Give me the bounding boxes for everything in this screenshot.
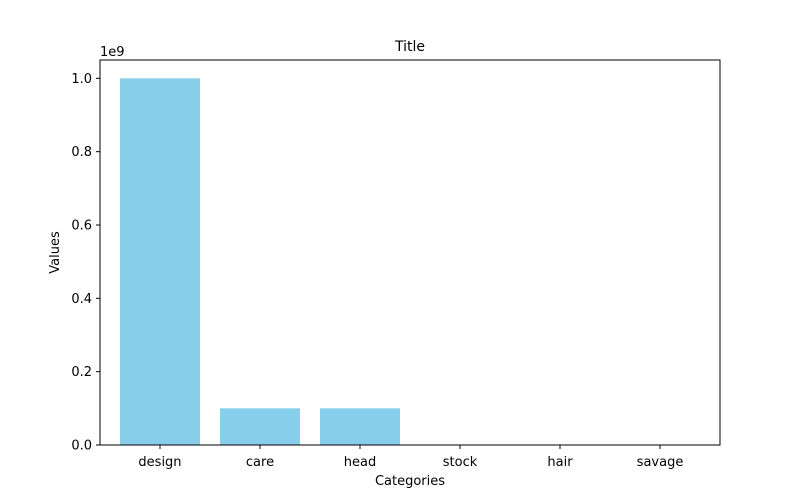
x-tick-label-savage: savage	[637, 455, 684, 470]
y-axis-offset-label: 1e9	[100, 45, 125, 60]
plot-frame	[99, 59, 721, 446]
bars-group	[120, 78, 700, 445]
bar-design	[120, 78, 200, 445]
y-tick-label: 0.6	[71, 219, 92, 234]
x-axis-label: Categories	[375, 474, 445, 489]
y-axis-label: Values	[48, 231, 63, 274]
y-tick-label: 0.2	[71, 365, 92, 380]
bar-care	[220, 408, 300, 445]
y-tick-label: 0.4	[71, 292, 92, 307]
x-tick-label-head: head	[344, 455, 376, 470]
x-tick-label-design: design	[138, 455, 181, 470]
x-ticks-group: design care head stock hair savage	[138, 445, 683, 470]
y-tick-label: 1.0	[71, 72, 92, 87]
x-tick-label-care: care	[246, 455, 274, 470]
bar-head	[320, 408, 400, 445]
y-tick-label: 0.8	[71, 145, 92, 160]
y-ticks-group: 0.0 0.2 0.4 0.6 0.8 1.0	[71, 72, 100, 454]
y-tick-label: 0.0	[71, 439, 92, 454]
x-tick-label-stock: stock	[443, 455, 478, 470]
x-tick-label-hair: hair	[547, 455, 573, 470]
chart-title: Title	[394, 39, 425, 55]
